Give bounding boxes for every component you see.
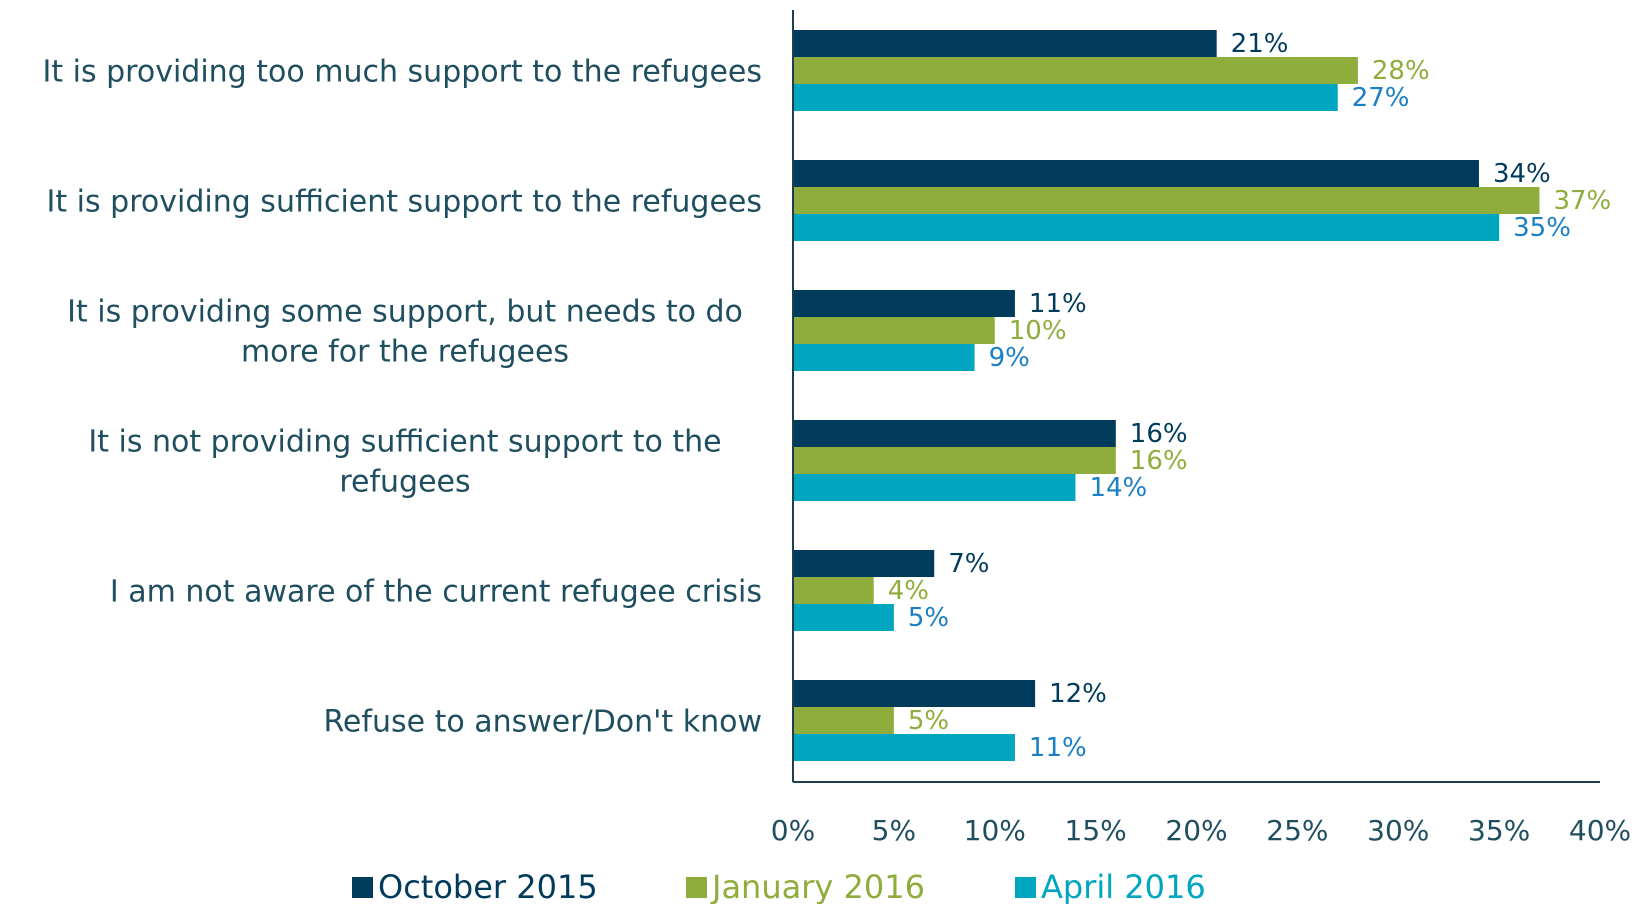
bar-4-3 — [793, 474, 1076, 501]
value-label-3-3: 9% — [989, 343, 1030, 373]
bars-group — [793, 30, 1540, 761]
value-label-5-2: 4% — [888, 576, 929, 606]
category-label-line: It is not providing sufficient support t… — [88, 425, 721, 460]
bar-5-1 — [793, 550, 935, 577]
value-label-2-3: 35% — [1513, 213, 1571, 243]
category-label-line: It is providing too much support to the … — [42, 55, 762, 90]
category-label-line: It is providing some support, but needs … — [67, 295, 743, 330]
legend-swatch-1 — [352, 877, 373, 898]
value-labels-group: 21%28%27%34%37%35%11%10%9%16%16%14%7%4%5… — [888, 29, 1612, 763]
value-label-1-2: 28% — [1372, 56, 1430, 86]
category-label-line: It is providing sufficient support to th… — [47, 185, 762, 220]
legend-label-2: January 2016 — [710, 868, 925, 904]
legend: October 2015 January 2016 April 2016 — [352, 868, 1206, 904]
value-label-2-2: 37% — [1553, 186, 1611, 216]
bar-2-2 — [793, 187, 1540, 214]
bar-4-1 — [793, 420, 1116, 447]
legend-label-3: April 2016 — [1041, 868, 1206, 904]
x-tick-label: 30% — [1367, 814, 1429, 847]
legend-label-1: October 2015 — [378, 868, 598, 904]
bar-5-2 — [793, 577, 874, 604]
value-label-3-2: 10% — [1009, 316, 1067, 346]
bar-6-3 — [793, 734, 1015, 761]
legend-swatch-2 — [686, 877, 707, 898]
bar-6-2 — [793, 707, 894, 734]
category-label-4: It is not providing sufficient support t… — [88, 425, 721, 500]
x-tick-label: 15% — [1065, 814, 1127, 847]
legend-swatch-3 — [1015, 877, 1036, 898]
bar-2-3 — [793, 214, 1500, 241]
category-label-3: It is providing some support, but needs … — [67, 295, 743, 370]
bar-1-2 — [793, 57, 1358, 84]
value-label-6-2: 5% — [908, 706, 949, 736]
bar-1-3 — [793, 84, 1338, 111]
value-label-6-3: 11% — [1029, 733, 1087, 763]
value-label-1-3: 27% — [1352, 83, 1410, 113]
bar-3-1 — [793, 290, 1015, 317]
value-label-2-1: 34% — [1493, 159, 1551, 189]
x-tick-label: 25% — [1266, 814, 1328, 847]
category-label-1: It is providing too much support to the … — [42, 55, 762, 90]
value-label-4-3: 14% — [1089, 473, 1147, 503]
value-label-1-1: 21% — [1231, 29, 1289, 59]
bar-2-1 — [793, 160, 1479, 187]
bar-3-2 — [793, 317, 995, 344]
category-label-2: It is providing sufficient support to th… — [47, 185, 762, 220]
value-label-3-1: 11% — [1029, 289, 1087, 319]
x-tick-label: 10% — [964, 814, 1026, 847]
x-tick-labels-group: 0% 5% 10% 15% 20% 25% 30% 35% 40% — [771, 814, 1631, 847]
value-label-5-1: 7% — [948, 549, 989, 579]
category-label-5: I am not aware of the current refugee cr… — [110, 575, 762, 610]
value-label-4-1: 16% — [1130, 419, 1188, 449]
category-labels-group: It is providing too much support to the … — [42, 55, 762, 740]
bar-6-1 — [793, 680, 1036, 707]
x-tick-label: 40% — [1569, 814, 1631, 847]
value-label-5-3: 5% — [908, 603, 949, 633]
x-tick-label: 35% — [1468, 814, 1530, 847]
category-label-line: more for the refugees — [241, 335, 569, 370]
category-label-6: Refuse to answer/Don't know — [323, 705, 762, 740]
axes-group — [792, 10, 1600, 783]
category-label-line: refugees — [339, 465, 470, 500]
bar-1-1 — [793, 30, 1217, 57]
value-label-4-2: 16% — [1130, 446, 1188, 476]
bar-5-3 — [793, 604, 894, 631]
value-label-6-1: 12% — [1049, 679, 1107, 709]
category-label-line: Refuse to answer/Don't know — [323, 705, 762, 740]
category-label-line: I am not aware of the current refugee cr… — [110, 575, 762, 610]
bar-4-2 — [793, 447, 1116, 474]
x-tick-label: 0% — [771, 814, 815, 847]
bar-3-3 — [793, 344, 975, 371]
x-tick-label: 20% — [1165, 814, 1227, 847]
x-tick-label: 5% — [872, 814, 916, 847]
